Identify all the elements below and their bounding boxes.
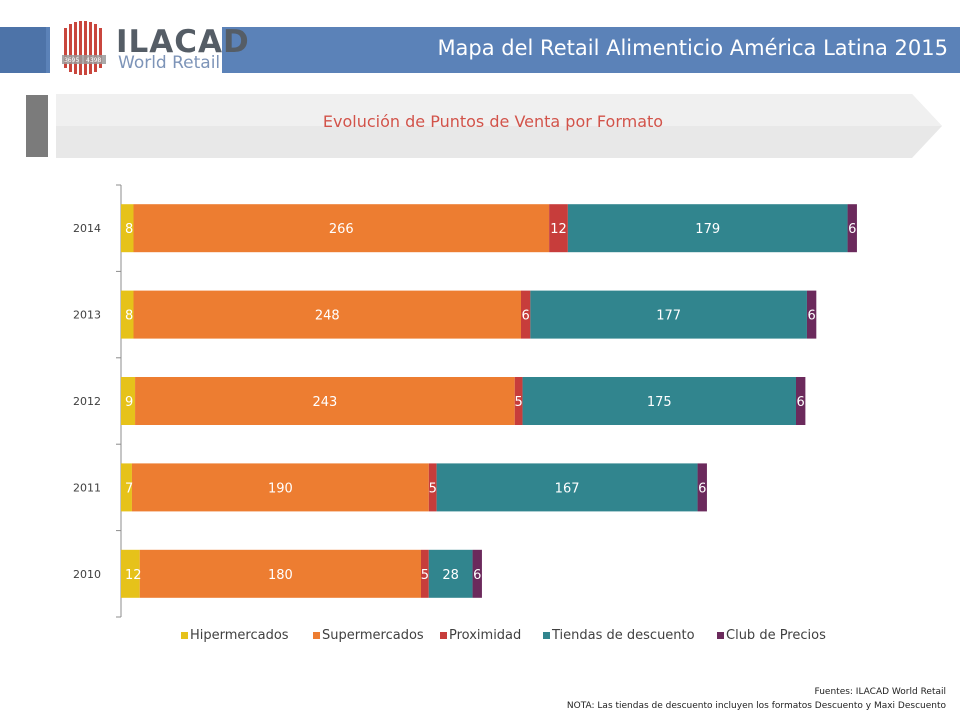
bar-segment	[121, 549, 140, 598]
bar-segment	[428, 549, 473, 598]
bar-segment	[806, 290, 817, 339]
data-label: 6	[848, 222, 856, 237]
logo-badge-left: 3695	[64, 57, 79, 64]
bar-segment	[121, 204, 134, 253]
footer-source: Fuentes: ILACAD World Retail	[814, 687, 946, 697]
bar-segment	[567, 204, 848, 253]
bar-segment	[133, 204, 550, 253]
footer-note: NOTA: Las tiendas de descuento incluyen …	[566, 701, 946, 711]
data-label: 177	[656, 309, 681, 324]
y-tick-label: 2013	[73, 309, 101, 322]
data-label: 28	[442, 568, 459, 583]
data-label: 6	[698, 481, 706, 496]
bar-segment	[421, 549, 429, 598]
bar-segment	[521, 290, 531, 339]
bar-segment	[133, 290, 521, 339]
data-label: 7	[125, 481, 133, 496]
data-label: 179	[695, 222, 720, 237]
data-label: 9	[125, 395, 133, 410]
bar-segment	[472, 549, 482, 598]
data-label: 6	[473, 568, 481, 583]
logo-subtext: World Retail	[118, 53, 221, 73]
data-label: 8	[125, 309, 133, 324]
bar-segment	[697, 463, 707, 512]
bar-segment	[847, 204, 857, 253]
page-title: Mapa del Retail Alimenticio América Lati…	[437, 36, 948, 60]
bar-segment	[514, 377, 523, 425]
subtitle-accent	[26, 95, 48, 157]
y-tick-label: 2010	[73, 568, 101, 581]
legend-label: Hipermercados	[190, 628, 289, 643]
legend-swatch	[313, 632, 320, 639]
data-label: 5	[515, 395, 523, 410]
bar-segment	[436, 463, 698, 512]
bar-segment	[428, 463, 437, 512]
data-label: 5	[421, 568, 429, 583]
data-label: 248	[315, 309, 340, 324]
legend-label: Tiendas de descuento	[551, 628, 695, 643]
bar-segment	[522, 377, 796, 425]
bar-segment	[135, 377, 515, 425]
bar-segment	[121, 377, 136, 425]
y-tick-label: 2011	[73, 481, 101, 494]
bar-segment	[549, 204, 568, 253]
legend-label: Proximidad	[449, 628, 521, 643]
bar-segment	[131, 463, 429, 512]
data-label: 266	[329, 222, 354, 237]
bar-segment	[121, 463, 132, 512]
logo-text: ILACAD	[116, 24, 250, 60]
data-label: 6	[807, 309, 815, 324]
y-tick-label: 2012	[73, 395, 101, 408]
bar-segment	[139, 549, 421, 598]
logo-emblem-icon: 3695 4398	[62, 21, 106, 75]
legend-swatch	[181, 632, 188, 639]
data-label: 5	[429, 481, 437, 496]
bar-segment	[121, 290, 134, 339]
logo: 3695 4398	[50, 14, 222, 78]
bar-segment	[796, 377, 806, 425]
data-label: 6	[797, 395, 805, 410]
data-label: 175	[647, 395, 672, 410]
data-label: 167	[555, 481, 580, 496]
data-label: 12	[125, 568, 142, 583]
chart-subtitle: Evolución de Puntos de Venta por Formato	[322, 112, 664, 131]
data-label: 6	[522, 309, 530, 324]
logo-badge-right: 4398	[86, 57, 101, 64]
header-accent	[0, 27, 46, 73]
data-label: 180	[268, 568, 293, 583]
bar-segment	[530, 290, 807, 339]
legend-swatch	[543, 632, 550, 639]
data-label: 190	[268, 481, 293, 496]
subtitle-arrow-shape	[56, 94, 942, 158]
data-label: 243	[312, 395, 337, 410]
legend-swatch	[440, 632, 447, 639]
legend-label: Club de Precios	[726, 628, 826, 643]
legend-label: Supermercados	[322, 628, 424, 643]
data-label: 12	[550, 222, 567, 237]
y-tick-label: 2014	[73, 222, 101, 235]
data-label: 8	[125, 222, 133, 237]
legend-swatch	[717, 632, 724, 639]
